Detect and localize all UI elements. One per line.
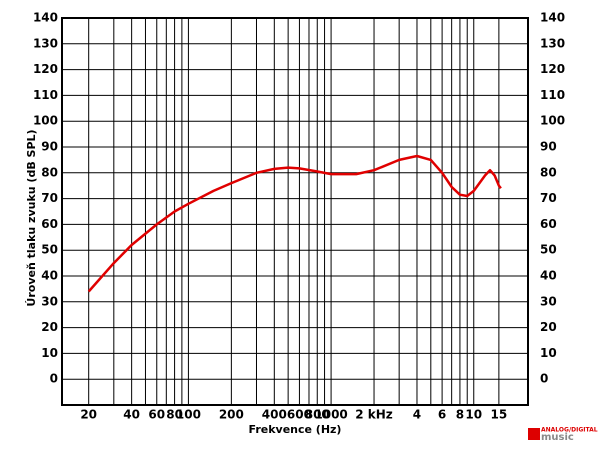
y2-tick-label: 40 xyxy=(540,269,557,283)
x-tick-label: 800 xyxy=(305,408,330,422)
y2-tick-label: 60 xyxy=(540,217,557,231)
x-axis-label: Frekvence (Hz) xyxy=(249,423,342,436)
y-tick-label: 140 xyxy=(33,11,58,25)
y-tick-label: 120 xyxy=(33,62,58,76)
y2-tick-label: 90 xyxy=(540,140,557,154)
y-tick-label: 110 xyxy=(33,88,58,102)
y-tick-label: 20 xyxy=(41,320,58,334)
y2-tick-label: 10 xyxy=(540,346,557,360)
y-tick-label: 40 xyxy=(41,269,58,283)
response-curve xyxy=(87,154,502,293)
y-tick-label: 50 xyxy=(41,243,58,257)
x-tick-label: 200 xyxy=(219,408,244,422)
x-tick-label: 400 xyxy=(262,408,287,422)
y-tick-label: 80 xyxy=(41,165,58,179)
x-tick-label: 600 xyxy=(287,408,312,422)
x-tick-label: 80 xyxy=(166,408,183,422)
x-tick-label: 1000 xyxy=(314,408,347,422)
logo-text: music xyxy=(541,432,574,443)
y2-tick-label: 120 xyxy=(540,62,565,76)
y-tick-label: 130 xyxy=(33,36,58,50)
y-tick-label: 90 xyxy=(41,140,58,154)
x-tick-label: 15 xyxy=(491,408,508,422)
x-tick-label: 4 xyxy=(413,408,421,422)
y-tick-label: 60 xyxy=(41,217,58,231)
x-tick-label: 6 xyxy=(438,408,446,422)
x-tick-label: 20 xyxy=(80,408,97,422)
y2-tick-label: 50 xyxy=(540,243,557,257)
x-tick-label: 8 xyxy=(456,408,464,422)
y2-tick-label: 30 xyxy=(540,294,557,308)
x-tick-label: 2 kHz xyxy=(355,408,393,422)
y-tick-label: 30 xyxy=(41,294,58,308)
y2-tick-label: 110 xyxy=(540,88,565,102)
y2-tick-label: 100 xyxy=(540,114,565,128)
y2-tick-label: 0 xyxy=(540,372,548,386)
y2-tick-label: 80 xyxy=(540,165,557,179)
y-tick-label: 70 xyxy=(41,191,58,205)
x-tick-label: 100 xyxy=(176,408,201,422)
y-tick-label: 0 xyxy=(50,372,58,386)
y2-tick-label: 140 xyxy=(540,11,565,25)
y2-tick-label: 130 xyxy=(540,36,565,50)
x-tick-label: 10 xyxy=(465,408,482,422)
y-axis-label: Úroveň tlaku zvuku (dB SPL) xyxy=(25,129,38,306)
x-tick-label: 40 xyxy=(123,408,140,422)
y-tick-label: 100 xyxy=(33,114,58,128)
logo-icon xyxy=(528,428,540,440)
y2-tick-label: 20 xyxy=(540,320,557,334)
x-tick-label: 60 xyxy=(148,408,165,422)
y2-tick-label: 70 xyxy=(540,191,557,205)
logo-text: ANALOG/DIGITAL xyxy=(541,427,598,434)
y-tick-label: 10 xyxy=(41,346,58,360)
